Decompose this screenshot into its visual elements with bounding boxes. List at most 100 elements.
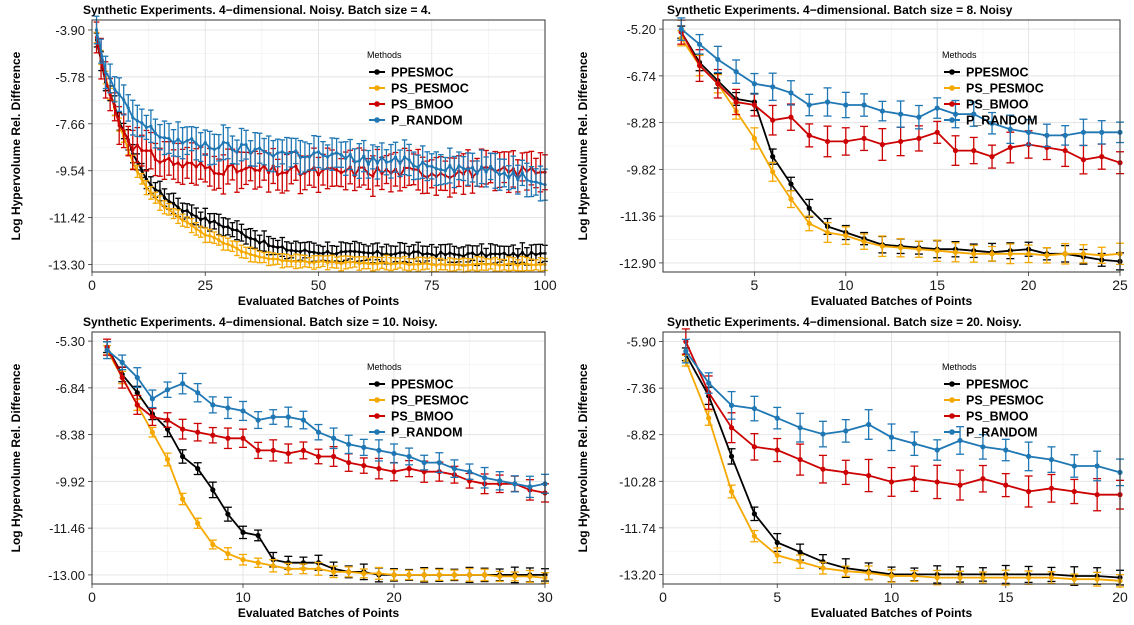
legend-key-point <box>374 101 380 107</box>
data-point <box>375 161 379 165</box>
y-tick-label: -5.20 <box>626 22 656 37</box>
chart-title: Synthetic Experiments. 4−dimensional. No… <box>83 3 431 17</box>
legend-key-point <box>374 413 380 419</box>
data-point <box>149 429 155 435</box>
data-point <box>484 262 488 267</box>
data-point <box>412 250 416 254</box>
data-point <box>376 570 382 576</box>
data-point <box>1003 575 1009 581</box>
data-point <box>366 162 370 166</box>
legend-label: PS_BMOO <box>966 98 1029 112</box>
data-point <box>199 217 203 222</box>
y-tick-label: -6.74 <box>626 69 656 84</box>
y-tick-label: -11.36 <box>620 209 656 224</box>
data-point <box>361 570 367 576</box>
data-point <box>888 479 895 485</box>
data-point <box>934 447 940 453</box>
data-point <box>820 466 826 472</box>
data-point <box>384 260 389 265</box>
data-point <box>149 183 153 187</box>
data-point <box>208 220 212 224</box>
data-point <box>843 138 849 145</box>
data-point <box>190 223 194 228</box>
data-point <box>393 262 398 266</box>
data-point <box>276 151 280 155</box>
x-tick-label: 0 <box>88 589 96 605</box>
data-point <box>971 251 977 257</box>
data-point <box>911 476 917 482</box>
data-point <box>339 153 343 157</box>
data-point <box>1007 126 1013 132</box>
data-point <box>285 414 291 420</box>
data-point <box>534 263 538 267</box>
legend-key-point <box>949 85 955 91</box>
data-point <box>176 161 180 165</box>
data-point <box>126 139 130 143</box>
data-point <box>820 565 826 571</box>
data-point <box>113 87 117 91</box>
data-point <box>253 237 257 242</box>
data-point <box>149 191 153 195</box>
data-point <box>824 138 831 145</box>
data-point <box>190 161 194 165</box>
data-point <box>361 444 367 450</box>
data-point <box>307 250 312 254</box>
data-point <box>134 374 140 381</box>
data-point <box>221 225 225 229</box>
data-point <box>181 209 185 213</box>
data-point <box>470 263 475 267</box>
data-point <box>843 568 849 574</box>
data-point <box>298 259 302 264</box>
data-point <box>497 573 503 580</box>
data-point <box>303 155 307 159</box>
data-point <box>391 572 397 578</box>
data-point <box>806 205 812 211</box>
data-point <box>507 176 511 180</box>
x-axis-label: Evaluated Batches of Points <box>811 606 973 620</box>
data-point <box>384 160 389 164</box>
data-point <box>516 263 520 267</box>
data-point <box>971 111 977 117</box>
data-point <box>916 114 922 120</box>
data-point <box>195 429 201 435</box>
data-point <box>715 81 721 87</box>
data-point <box>203 166 207 170</box>
data-point <box>315 566 322 572</box>
data-point <box>176 205 180 209</box>
data-point <box>239 231 244 235</box>
data-point <box>248 252 253 257</box>
data-point <box>199 161 203 165</box>
x-tick-label: 5 <box>751 277 759 293</box>
data-point <box>980 444 986 450</box>
data-point <box>412 164 416 168</box>
data-point <box>267 170 271 175</box>
data-point <box>210 432 216 438</box>
data-point <box>294 164 298 168</box>
series-p-random <box>93 15 548 202</box>
data-point <box>126 106 130 110</box>
legend-item: PS_BMOO <box>944 410 1029 424</box>
data-point <box>366 251 370 255</box>
data-point <box>335 151 339 155</box>
data-point <box>335 252 339 256</box>
data-point <box>466 251 470 256</box>
data-point <box>391 450 397 457</box>
data-point <box>321 259 325 263</box>
data-point <box>149 124 153 128</box>
data-point <box>267 151 271 155</box>
data-point <box>258 168 262 172</box>
data-point <box>529 251 534 255</box>
chart-title: Synthetic Experiments. 4−dimensional. Ba… <box>667 315 1022 329</box>
x-tick-label: 0 <box>88 277 96 293</box>
data-point <box>190 212 194 217</box>
data-point <box>212 219 216 223</box>
data-point <box>348 249 352 253</box>
y-tick-label: -9.82 <box>626 162 656 177</box>
data-point <box>140 149 144 153</box>
data-point <box>253 168 257 172</box>
series-p-random <box>677 17 1124 148</box>
data-point <box>122 129 126 133</box>
data-point <box>294 259 298 263</box>
data-point <box>806 220 812 227</box>
data-point <box>774 552 780 558</box>
